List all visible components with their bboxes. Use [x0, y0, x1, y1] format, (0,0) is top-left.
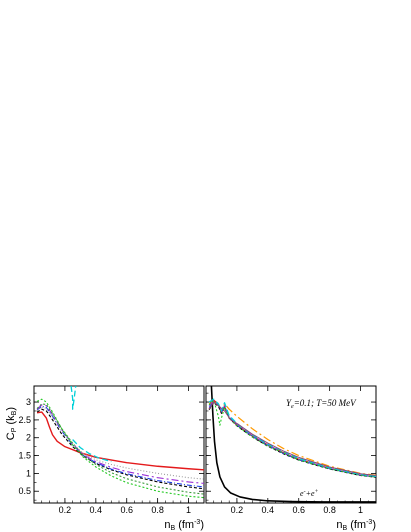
annotation-main: Y	[286, 398, 292, 408]
x-axis-label-right-unit: (fm	[347, 519, 366, 531]
x-axis-label-right-main: n	[336, 519, 342, 531]
right-series-0	[210, 386, 376, 503]
left-series-7	[70, 386, 77, 410]
left-series-5	[36, 406, 204, 480]
left-ytick-label-5: 3	[26, 397, 31, 407]
y-axis-label-main: C	[5, 432, 17, 440]
x-axis-label-right: nB (fm-3)	[336, 519, 376, 532]
x-axis-label-left-unit: (fm	[175, 519, 194, 531]
left-xtick-label-0: 0.2	[59, 505, 72, 515]
left-series-6	[36, 398, 204, 499]
right-xtick-label-0: 0.2	[231, 505, 244, 515]
right-axis-ticks: 0.2 0.4 0.6 0.8 1	[206, 386, 376, 515]
condition-annotation: Ye=0.1; T=50 MeV	[286, 398, 357, 410]
right-xtick-label-3: 0.8	[323, 505, 336, 515]
right-series-7	[208, 398, 376, 477]
left-xtick-label-2: 0.6	[120, 505, 133, 515]
left-ytick-label-4: 2.5	[18, 415, 31, 425]
annotation-rest: =0.1; T=50 MeV	[294, 398, 357, 408]
right-panel: 0.2 0.4 0.6 0.8 1	[205, 385, 377, 515]
x-axis-label-right-sub: B	[342, 525, 347, 532]
right-curves	[208, 386, 376, 503]
left-panel: 0.2 0.4 0.6 0.8 1 0.5 1 1.5 2 2.5 3	[18, 385, 205, 515]
right-series-8	[208, 401, 376, 477]
curve-label-sup1: -	[304, 489, 306, 495]
x-axis-label-left-close: )	[200, 519, 204, 531]
x-axis-label-left-sub: B	[170, 525, 175, 532]
left-axis-ticks: 0.2 0.4 0.6 0.8 1 0.5 1 1.5 2 2.5 3	[18, 386, 204, 515]
right-xtick-label-4: 1	[358, 505, 363, 515]
y-axis-label: CP (kB)	[5, 407, 18, 440]
y-axis-label-close: )	[5, 407, 17, 411]
x-axis-label-left-main: n	[164, 519, 170, 531]
curve-label-sup2: +	[315, 489, 319, 495]
electron-curve-label: e-+e+	[300, 489, 319, 498]
y-axis-label-unit: (k	[5, 415, 17, 428]
left-ytick-label-2: 1.5	[18, 451, 31, 461]
x-axis-label-left-sup: -3	[194, 519, 200, 526]
curve-label-mid: +e	[306, 489, 315, 498]
left-series-2	[36, 405, 204, 488]
left-series-3	[36, 404, 204, 484]
left-xtick-label-3: 0.8	[151, 505, 164, 515]
y-axis-label-sub: P	[11, 427, 18, 432]
left-ytick-label-0: 0.5	[18, 486, 31, 496]
x-axis-label-right-sup: -3	[366, 519, 372, 526]
y-axis-label-unit-sub: B	[11, 410, 18, 415]
annotation-sub: e	[291, 404, 294, 410]
left-ytick-label-3: 2	[26, 433, 31, 443]
left-series-0	[36, 411, 204, 471]
left-series-1	[36, 408, 204, 490]
left-curves	[36, 386, 204, 499]
left-xtick-label-4: 1	[186, 505, 191, 515]
curve-label-e1: e	[300, 489, 304, 498]
right-series-6	[208, 399, 376, 478]
left-series-8	[72, 439, 112, 463]
left-xtick-label-1: 0.4	[90, 505, 103, 515]
right-xtick-label-1: 0.4	[262, 505, 275, 515]
left-ytick-label-1: 1	[26, 468, 31, 478]
right-series-3	[208, 402, 376, 478]
x-axis-label-right-close: )	[372, 519, 376, 531]
right-xtick-label-2: 0.6	[292, 505, 305, 515]
x-axis-label-left: nB (fm-3)	[164, 519, 204, 532]
